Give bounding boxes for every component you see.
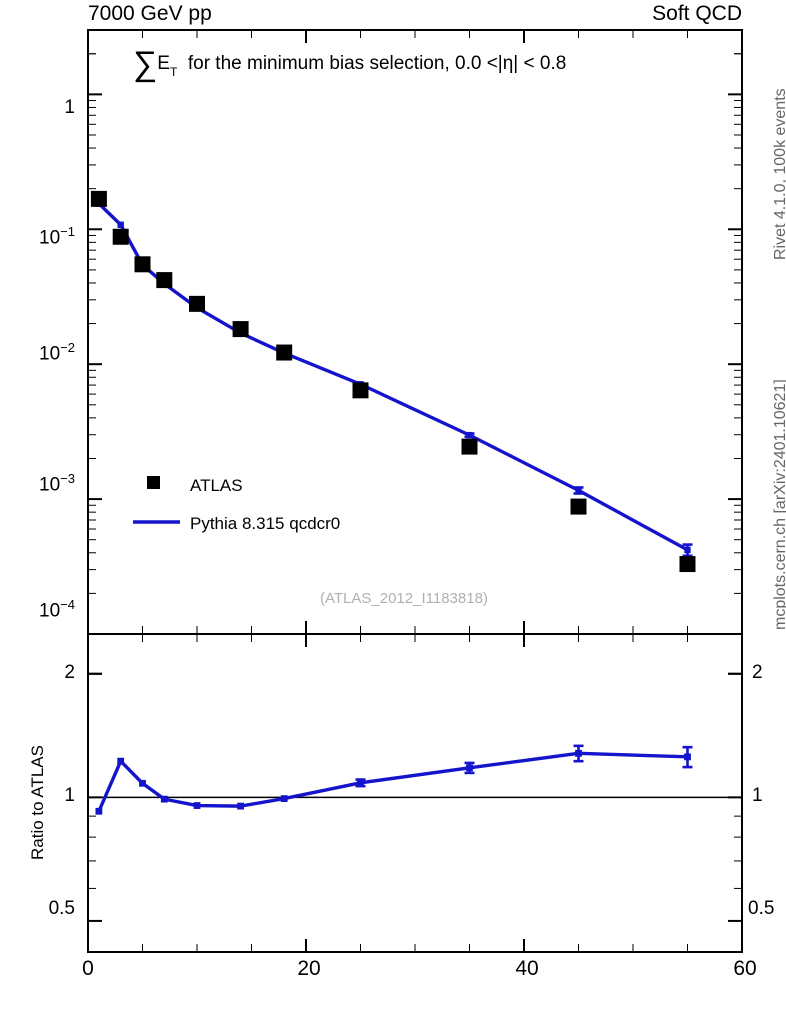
sigma-symbol: ∑	[133, 45, 158, 83]
ratio-marker	[684, 753, 691, 761]
data-marker-atlas	[112, 228, 129, 245]
ratio-marker	[237, 802, 244, 810]
plot-title: ∑ET for the minimum bias selection, 0.0 …	[133, 47, 566, 81]
ratio-y-tick-label-05-right: 0.5	[748, 898, 775, 919]
header-beam-label: 7000 GeV pp	[88, 2, 212, 25]
data-marker-atlas	[156, 272, 173, 289]
header-process-label: Soft QCD	[652, 2, 742, 25]
ratio-marker	[117, 757, 125, 765]
legend-label-pythia: Pythia 8.315 qcdcr0	[190, 514, 341, 533]
mc-marker-main	[684, 546, 691, 554]
x-tick-label-60: 60	[733, 957, 757, 980]
ratio-y-tick-label-2-left: 2	[64, 662, 75, 683]
mc-marker-main	[466, 431, 473, 439]
title-rest: for the minimum bias selection, 0.0 <|η|…	[187, 53, 567, 74]
mc-marker-main	[575, 487, 582, 494]
data-marker-atlas	[189, 295, 205, 312]
ratio-marker	[139, 779, 146, 787]
ratio-y-tick-label-1-right: 1	[752, 785, 763, 806]
data-marker-atlas	[679, 556, 696, 573]
title-et-e: E	[157, 53, 170, 74]
data-marker-atlas	[232, 321, 249, 338]
ratio-marker	[466, 764, 473, 772]
y-tick-label-1e-1: 10−1	[39, 224, 75, 249]
ratio-marker	[280, 795, 288, 803]
ratio-y-tick-label-05-left: 0.5	[48, 898, 75, 919]
legend-label-atlas: ATLAS	[190, 476, 243, 495]
mc-marker-main	[117, 221, 124, 228]
ratio-marker	[575, 749, 582, 757]
ratio-panel-frame	[87, 633, 743, 953]
data-marker-atlas	[276, 344, 293, 361]
legend-marker-atlas	[147, 476, 160, 489]
data-marker-atlas	[352, 382, 369, 399]
x-tick-label-0: 0	[82, 957, 94, 980]
data-marker-atlas	[461, 438, 478, 455]
x-tick-label-20: 20	[297, 957, 321, 980]
title-et-subscript: T	[169, 65, 178, 79]
data-marker-atlas	[570, 498, 587, 515]
ratio-marker	[160, 795, 168, 803]
ratio-marker	[95, 807, 103, 815]
y-tick-label-1e-3: 10−3	[39, 471, 75, 496]
y-tick-label-1e-4: 10−4	[39, 597, 75, 622]
ratio-marker	[193, 802, 201, 809]
y-tick-label-1e-2: 10−2	[39, 340, 75, 365]
ratio-curve	[97, 751, 688, 812]
data-marker-atlas	[134, 256, 151, 273]
ratio-y-tick-label-1-left: 1	[64, 785, 75, 806]
ratio-y-tick-label-2-right: 2	[752, 662, 763, 683]
data-marker-atlas	[90, 190, 107, 207]
mc-curve-main	[97, 202, 689, 552]
y-tick-label-1: 1	[64, 97, 75, 118]
x-tick-label-40: 40	[515, 957, 539, 980]
ratio-marker	[357, 779, 364, 787]
main-panel-frame	[87, 29, 743, 635]
analysis-id-watermark: (ATLAS_2012_I1183818)	[320, 590, 488, 607]
